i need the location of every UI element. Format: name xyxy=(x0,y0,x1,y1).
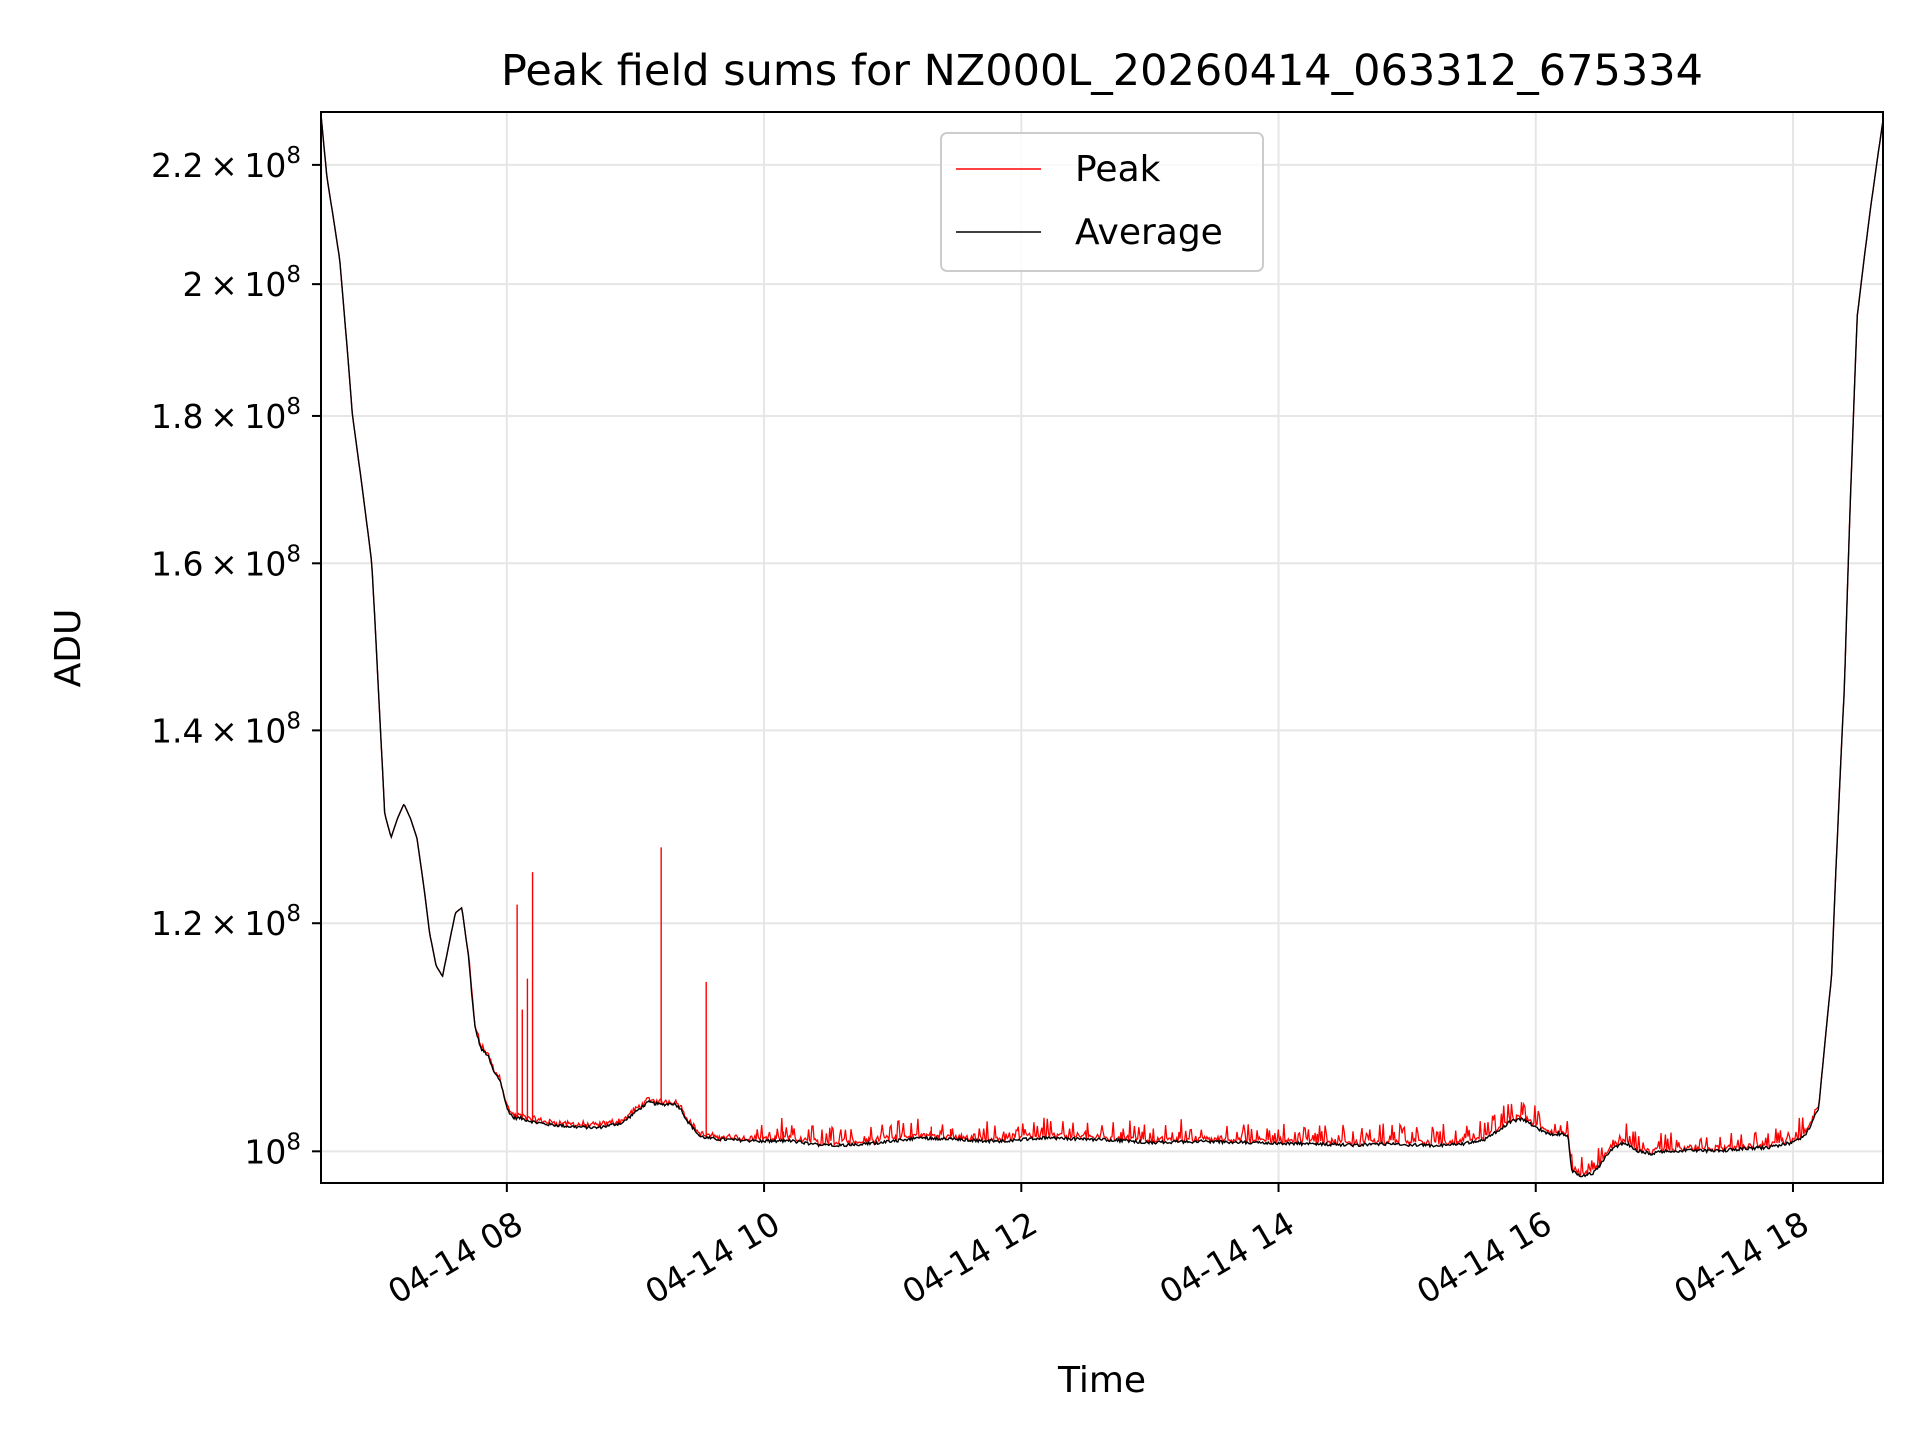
y-axis-label: ADU xyxy=(48,609,89,688)
plot-frame xyxy=(320,111,1884,1184)
x-axis-label: Time xyxy=(1057,1360,1146,1401)
y-tick-label: 1.6 × 108 xyxy=(151,541,301,583)
plot-series xyxy=(321,114,1883,1178)
legend-peak-label: Peak xyxy=(1075,149,1161,190)
y-tick-label: 1.4 × 108 xyxy=(151,708,301,750)
grid-lines xyxy=(321,112,1883,1183)
legend-average-label: Average xyxy=(1075,212,1223,253)
y-tick-label: 108 xyxy=(244,1129,301,1171)
peak-series-line xyxy=(321,114,1883,1177)
y-tick-label: 1.8 × 108 xyxy=(151,394,301,436)
legend: Peak Average xyxy=(940,132,1264,272)
y-tick-label: 2 × 108 xyxy=(183,262,301,304)
y-axis: 108 1.2 × 108 1.4 × 108 1.6 × 108 1.8 × 108 2… xyxy=(151,143,321,1171)
average-series-line xyxy=(321,114,1883,1178)
y-tick-label: 2.2 × 108 xyxy=(151,143,301,185)
y-tick-label: 1.2 × 108 xyxy=(151,901,301,943)
chart-title: Peak field sums for NZ000L_20260414_0633… xyxy=(501,46,1703,96)
legend-box xyxy=(940,132,1264,272)
